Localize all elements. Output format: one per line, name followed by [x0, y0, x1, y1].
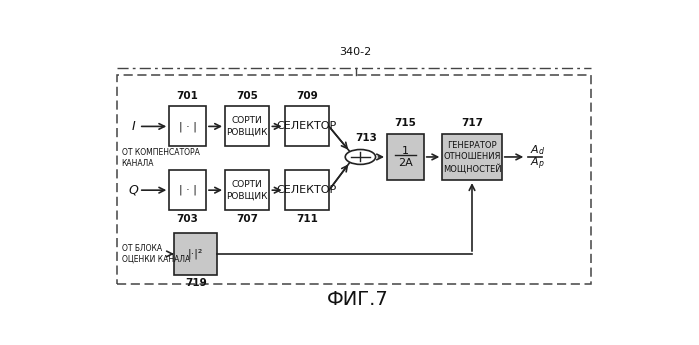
Text: ОТ КОМПЕНСАТОРА
КАНАЛА: ОТ КОМПЕНСАТОРА КАНАЛА — [122, 148, 199, 168]
Text: ФИГ.7: ФИГ.7 — [327, 289, 389, 308]
Circle shape — [345, 149, 375, 165]
Text: |·|²: |·|² — [188, 249, 203, 259]
Text: 701: 701 — [177, 91, 199, 101]
Bar — [225, 107, 269, 146]
Text: СОРТИ
РОВЩИК: СОРТИ РОВЩИК — [226, 180, 268, 200]
Bar — [225, 170, 269, 210]
Text: | · |: | · | — [179, 121, 196, 132]
Text: Q: Q — [129, 184, 138, 197]
Text: | · |: | · | — [179, 185, 196, 195]
Text: $A_d$: $A_d$ — [530, 144, 545, 157]
Text: 719: 719 — [185, 278, 207, 288]
Bar — [442, 134, 502, 180]
Text: 707: 707 — [236, 214, 258, 224]
Text: 717: 717 — [461, 118, 483, 128]
Text: 705: 705 — [236, 91, 258, 101]
Text: 340-2: 340-2 — [340, 47, 372, 57]
Text: СЕЛЕКТОР: СЕЛЕКТОР — [277, 121, 337, 131]
Bar — [284, 170, 329, 210]
Text: 703: 703 — [177, 214, 199, 224]
Text: 713: 713 — [355, 133, 377, 143]
Text: 709: 709 — [296, 91, 317, 101]
Bar — [174, 233, 217, 275]
Text: $A_p$: $A_p$ — [530, 155, 545, 172]
Text: 715: 715 — [394, 118, 417, 128]
Text: I: I — [131, 120, 136, 133]
Text: 711: 711 — [296, 214, 318, 224]
Text: ОТ БЛОКА
ОЦЕНКИ КАНАЛА: ОТ БЛОКА ОЦЕНКИ КАНАЛА — [122, 244, 189, 264]
Bar — [169, 107, 206, 146]
Bar — [117, 75, 591, 285]
Text: 1
2A: 1 2A — [398, 146, 412, 168]
Text: СОРТИ
РОВЩИК: СОРТИ РОВЩИК — [226, 116, 268, 137]
Text: ГЕНЕРАТОР
ОТНОШЕНИЯ
МОЩНОСТЕЙ: ГЕНЕРАТОР ОТНОШЕНИЯ МОЩНОСТЕЙ — [442, 141, 501, 173]
Bar — [169, 170, 206, 210]
Bar — [387, 134, 424, 180]
Bar — [284, 107, 329, 146]
Text: СЕЛЕКТОР: СЕЛЕКТОР — [277, 185, 337, 195]
